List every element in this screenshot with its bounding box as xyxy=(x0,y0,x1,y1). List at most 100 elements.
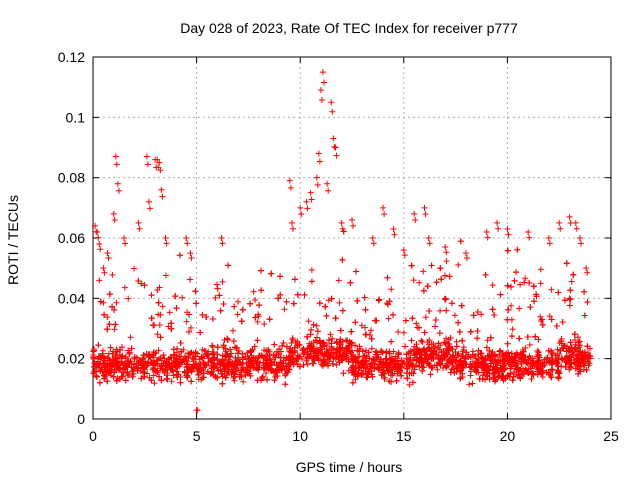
data-point xyxy=(424,359,431,366)
data-point xyxy=(555,370,562,377)
data-point xyxy=(131,355,138,362)
data-point xyxy=(437,307,444,314)
data-point xyxy=(484,337,491,344)
data-point xyxy=(317,346,324,353)
data-point xyxy=(195,371,202,378)
data-point xyxy=(127,334,134,341)
data-point xyxy=(426,240,433,247)
data-point xyxy=(554,352,561,359)
data-point xyxy=(553,323,560,330)
y-tick-label: 0.02 xyxy=(58,351,85,367)
data-point xyxy=(154,331,161,338)
data-point xyxy=(546,359,553,366)
data-point xyxy=(432,323,439,330)
data-point xyxy=(548,366,555,373)
data-point xyxy=(282,381,289,388)
data-point xyxy=(184,363,191,370)
data-point xyxy=(336,345,343,352)
data-point xyxy=(383,348,390,355)
data-point xyxy=(219,380,226,387)
data-point xyxy=(322,303,329,310)
data-point xyxy=(393,377,400,384)
data-point xyxy=(307,342,314,349)
data-point xyxy=(412,217,419,224)
data-point xyxy=(163,272,170,279)
data-point xyxy=(285,356,292,363)
data-point xyxy=(489,349,496,356)
data-point xyxy=(567,287,574,294)
data-point xyxy=(390,225,397,232)
data-point xyxy=(187,324,194,331)
data-point xyxy=(321,79,328,86)
data-point xyxy=(223,352,230,359)
data-point xyxy=(307,331,314,338)
data-point xyxy=(310,345,317,352)
data-point xyxy=(452,358,459,365)
data-point xyxy=(179,294,186,301)
data-point xyxy=(314,181,321,188)
data-point xyxy=(97,354,104,361)
data-point xyxy=(283,343,290,350)
data-point xyxy=(212,294,219,301)
data-point xyxy=(380,204,387,211)
data-point xyxy=(493,359,500,366)
data-point xyxy=(254,337,261,344)
data-point xyxy=(148,292,155,299)
data-point xyxy=(403,351,410,358)
data-point xyxy=(397,367,404,374)
data-point xyxy=(265,346,272,353)
data-point xyxy=(451,312,458,319)
data-point xyxy=(392,357,399,364)
data-point xyxy=(308,278,315,285)
data-point xyxy=(560,342,567,349)
data-point xyxy=(478,360,485,367)
data-point xyxy=(534,358,541,365)
data-point xyxy=(462,355,469,362)
data-point xyxy=(506,353,513,360)
data-point xyxy=(516,305,523,312)
data-point xyxy=(107,344,114,351)
data-point xyxy=(539,321,546,328)
data-point xyxy=(107,372,114,379)
data-point xyxy=(313,174,320,181)
data-point xyxy=(219,373,226,380)
data-point xyxy=(239,359,246,366)
data-point xyxy=(234,311,241,318)
data-point xyxy=(432,316,439,323)
data-point xyxy=(304,205,311,212)
data-point xyxy=(409,315,416,322)
data-point xyxy=(121,284,128,291)
data-point xyxy=(368,335,375,342)
data-point xyxy=(316,300,323,307)
data-point xyxy=(94,358,101,365)
data-point xyxy=(338,356,345,363)
data-point xyxy=(446,273,453,280)
data-point xyxy=(144,370,151,377)
data-point xyxy=(247,300,254,307)
data-point xyxy=(474,309,481,316)
data-point xyxy=(239,306,246,313)
data-point xyxy=(562,363,569,370)
data-point xyxy=(428,262,435,269)
data-point xyxy=(188,255,195,262)
data-point xyxy=(271,377,278,384)
data-point xyxy=(406,361,413,368)
data-point xyxy=(110,373,117,380)
data-point xyxy=(504,247,511,254)
data-point xyxy=(437,265,444,272)
data-points xyxy=(90,69,594,414)
data-point xyxy=(491,352,498,359)
data-point xyxy=(489,306,496,313)
data-point xyxy=(481,369,488,376)
data-point xyxy=(584,343,591,350)
data-point xyxy=(158,377,165,384)
data-point xyxy=(263,360,270,367)
data-point xyxy=(444,340,451,347)
data-point xyxy=(513,366,520,373)
data-point xyxy=(338,219,345,226)
data-point xyxy=(473,364,480,371)
data-point xyxy=(563,348,570,355)
data-point xyxy=(486,376,493,383)
data-point xyxy=(446,344,453,351)
data-point xyxy=(251,343,258,350)
